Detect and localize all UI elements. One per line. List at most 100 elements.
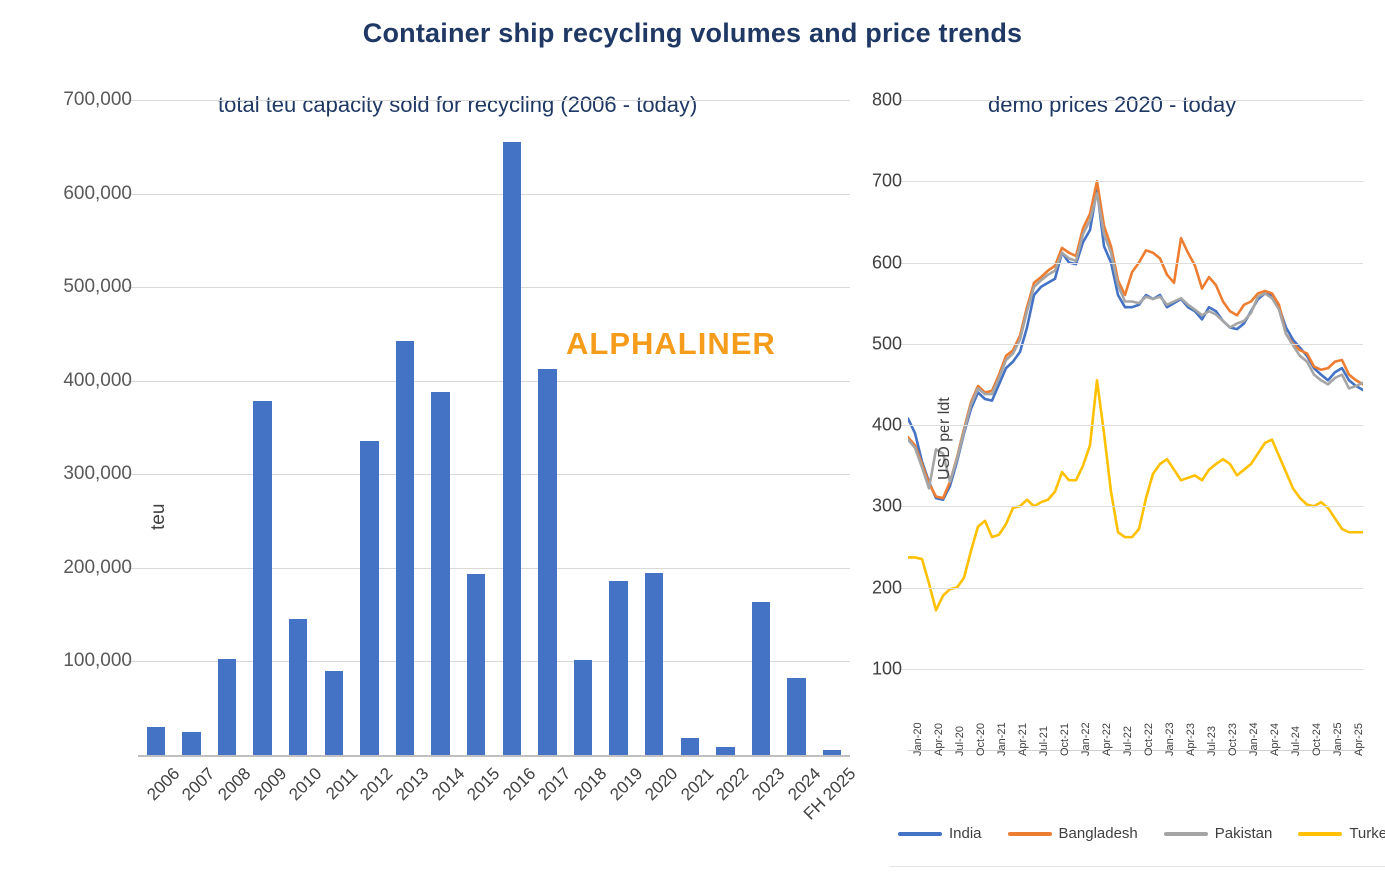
line-gridline xyxy=(908,506,1363,508)
line-tick-mark xyxy=(900,425,908,426)
line-y-tick-label: 200 xyxy=(871,577,902,597)
line-gridline xyxy=(908,343,1363,345)
bar-y-tick-label: 500,000 xyxy=(63,276,132,298)
line-tick-mark xyxy=(900,587,908,589)
bar[interactable] xyxy=(253,401,272,755)
bar[interactable] xyxy=(751,601,771,755)
line-y-tick-label: 500 xyxy=(871,333,902,354)
line-series-svg xyxy=(908,179,1363,612)
line-series-turkey[interactable] xyxy=(908,379,1363,612)
bar[interactable] xyxy=(787,678,806,755)
line-x-tick-label: Oct-22 xyxy=(1143,722,1155,756)
bar[interactable] xyxy=(609,580,628,755)
line-gridline xyxy=(908,100,1363,101)
bar-gridline xyxy=(138,193,850,195)
line-x-tick-label: Jan-23 xyxy=(1164,722,1176,756)
line-x-tick-label: Jan-22 xyxy=(1080,722,1092,756)
legend-label: Turkey xyxy=(1349,825,1385,842)
line-x-tick-label: Jul-21 xyxy=(1038,726,1050,756)
line-x-tick-label: Jan-25 xyxy=(1332,722,1344,756)
line-series-india[interactable] xyxy=(908,188,1363,502)
bar-y-tick-label: 200,000 xyxy=(63,556,132,578)
line-x-tick-label: Apr-23 xyxy=(1185,722,1197,756)
bar[interactable] xyxy=(680,738,700,755)
legend-divider xyxy=(890,866,1385,867)
bar-tick-mark xyxy=(128,287,138,289)
bar-plot-area: teu 100,000 200,000 300,000 400,000 500,000 6… xyxy=(63,89,859,824)
line-series-pakistan[interactable] xyxy=(908,192,1363,490)
legend-item-pakistan[interactable]: Pakistan xyxy=(1163,825,1273,842)
line-series-bangladesh[interactable] xyxy=(908,179,1363,500)
bar[interactable] xyxy=(644,572,664,755)
line-y-tick-label: 400 xyxy=(871,414,902,435)
bar[interactable] xyxy=(146,726,166,755)
bar-tick-mark xyxy=(128,567,138,569)
line-y-tick-label: 300 xyxy=(871,495,902,516)
bar-tick-mark xyxy=(128,193,138,195)
legend-item-turkey[interactable]: Turkey xyxy=(1298,825,1385,842)
line-y-axis-title: USD per ldt xyxy=(936,397,953,480)
legend-item-bangladesh[interactable]: Bangladesh xyxy=(1007,825,1138,842)
line-x-tick-label: Jan-21 xyxy=(996,722,1008,756)
bar[interactable] xyxy=(573,659,593,755)
bar[interactable] xyxy=(288,619,308,755)
legend-label: Bangladesh xyxy=(1058,825,1138,842)
line-x-tick-label: Oct-21 xyxy=(1059,722,1071,756)
bar[interactable] xyxy=(822,750,842,755)
legend-swatch-icon xyxy=(1163,831,1208,836)
line-x-tick-label: Apr-20 xyxy=(933,722,945,756)
legend-label: Pakistan xyxy=(1214,825,1273,842)
bar[interactable] xyxy=(716,746,735,755)
line-x-tick-label: Jan-20 xyxy=(912,722,924,756)
bar[interactable] xyxy=(466,574,486,755)
bar-gridline xyxy=(138,380,850,382)
bar[interactable] xyxy=(324,670,344,755)
bar-tick-mark xyxy=(128,474,138,476)
line-x-tick-label: Apr-24 xyxy=(1269,722,1281,756)
line-gridline xyxy=(908,425,1363,426)
line-tick-mark xyxy=(900,100,908,101)
bar[interactable] xyxy=(502,142,522,755)
line-tick-mark xyxy=(900,668,908,670)
legend-swatch-icon xyxy=(1007,831,1052,836)
bar-y-tick-label: 600,000 xyxy=(63,182,132,204)
line-x-tick-label: Jul-24 xyxy=(1290,726,1302,756)
line-x-tick-label: Jul-20 xyxy=(954,726,966,756)
line-x-tick-label: Oct-23 xyxy=(1227,722,1239,756)
bar-axis-line xyxy=(138,755,850,757)
line-x-tick-label: Jul-23 xyxy=(1206,726,1218,756)
legend-item-india[interactable]: India xyxy=(898,825,982,842)
bar-y-axis-title: teu xyxy=(148,503,169,530)
line-chart-subtitle: demo prices 2020 - today xyxy=(988,92,1237,117)
bar-gridline xyxy=(138,287,850,289)
line-tick-mark xyxy=(900,506,908,508)
bar[interactable] xyxy=(360,440,379,755)
bar[interactable] xyxy=(431,391,450,755)
bar-gridline xyxy=(138,474,850,476)
alphaliner-watermark: ALPHALINER xyxy=(566,326,776,361)
line-gridline xyxy=(908,587,1363,589)
bar-gridline xyxy=(138,100,850,101)
page-title: Container ship recycling volumes and pri… xyxy=(362,18,1023,48)
bar-gridline xyxy=(138,661,850,663)
legend-label: India xyxy=(949,825,982,842)
bar-tick-mark xyxy=(128,100,138,101)
bar-gridline xyxy=(138,567,850,569)
line-chart-panel: demo prices 2020 - today USD per ldt 100… xyxy=(862,0,1385,881)
bar[interactable] xyxy=(538,368,557,755)
line-y-tick-label: 100 xyxy=(871,658,902,679)
bar-chart-panel: total teu capacity sold for recycling (2… xyxy=(63,89,859,824)
line-x-tick-label: Jan-24 xyxy=(1248,722,1260,756)
bar[interactable] xyxy=(182,731,201,755)
bar[interactable] xyxy=(395,341,415,755)
bar-tick-mark xyxy=(128,380,138,382)
line-axis-line xyxy=(908,750,1363,751)
line-tick-mark xyxy=(900,262,908,264)
line-x-tick-label: Apr-22 xyxy=(1101,722,1113,756)
line-x-tick-label: Apr-25 xyxy=(1353,722,1365,756)
bar-y-tick-label: 300,000 xyxy=(63,463,132,485)
bar[interactable] xyxy=(217,658,237,755)
line-tick-mark xyxy=(900,181,908,183)
line-chart-legend: India Bangladesh Pakistan Turkey xyxy=(898,825,1385,842)
line-x-tick-label: Oct-24 xyxy=(1311,722,1323,756)
